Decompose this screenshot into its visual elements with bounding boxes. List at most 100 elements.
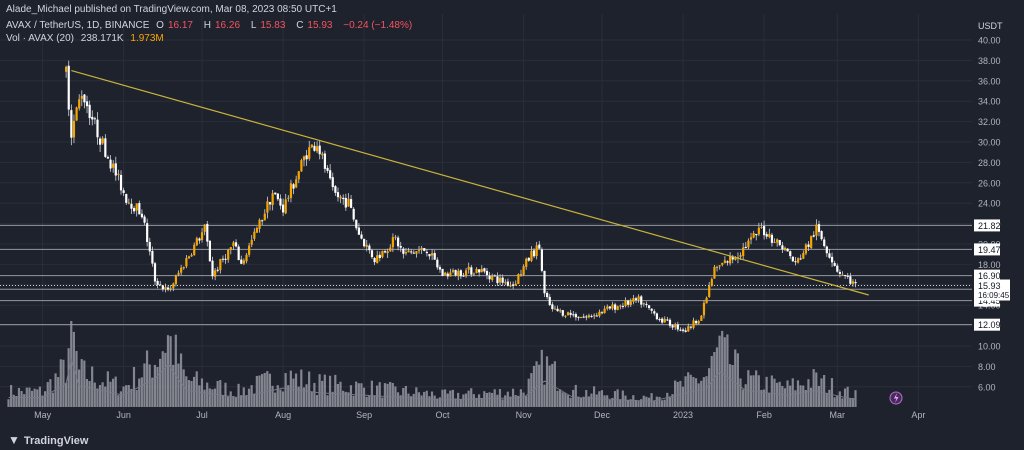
volume-bar [383,383,387,407]
descending-trendline [71,70,869,296]
candle-body [349,199,353,208]
candle [431,249,434,261]
volume-bar [595,394,598,407]
candle-body [611,304,614,309]
candle [621,302,625,309]
volume-bar [815,372,818,407]
candle [700,314,703,321]
candle [846,272,849,279]
volume-bar [836,395,839,407]
candle [404,247,408,256]
volume-bar [762,389,766,407]
candle-body [344,197,347,208]
volume-bar [336,383,339,407]
candle-body [823,239,826,247]
volume-bar [477,394,481,407]
volume-bar [775,382,779,407]
volume-bar [433,395,436,407]
volume-bar [564,393,567,407]
candle [551,301,554,312]
candle [491,273,494,282]
candle-body [80,95,83,99]
candle [778,239,781,247]
candle-body [729,256,732,264]
volume-bar [378,382,381,407]
volume-bar [760,389,763,407]
volume-bar [783,388,787,407]
candle-body [804,244,808,254]
volume-bar [297,386,300,407]
candle [472,272,476,277]
volume-bar [504,395,507,407]
candle [765,231,768,240]
symbol-text[interactable]: AVAX / TetherUS, 1D, BINANCE [6,20,150,31]
candle [211,256,214,280]
candle [326,165,329,174]
candle [535,241,538,260]
candle [381,250,384,259]
volume-bar [629,399,632,407]
volume-bar [592,386,596,407]
candle [83,94,86,109]
candle-body [705,297,708,304]
level-tag [974,243,1000,256]
candle [281,198,285,217]
candle-body [449,272,452,277]
volume-bar [566,395,570,407]
candle [799,254,802,261]
candle-body [770,234,774,243]
volume-bar [187,380,190,407]
time-tick-label: Oct [436,410,451,420]
candle-body [88,104,91,119]
candle [674,322,677,330]
tradingview-logo[interactable]: ▼ TradingView [8,433,88,447]
candle-body [276,193,279,200]
volume-bar [736,353,739,407]
candle-body [817,224,821,232]
volume-label[interactable]: Vol · AVAX (20) [6,33,74,44]
volume-bar [237,383,240,407]
volume-bar [245,395,248,407]
volume-bar [538,364,541,407]
volume-bar [459,399,462,407]
candle-countdown: 16:09:45 [978,291,1010,300]
candle-body [266,201,269,213]
candle [647,304,651,310]
volume-bar [177,363,180,407]
candle-body [420,247,423,250]
candle [485,268,489,280]
candle [817,220,821,237]
candle-body [454,269,457,276]
candle [496,272,499,286]
candle [830,252,834,268]
candle-body [512,284,515,286]
candle [794,256,797,266]
candle-body [352,208,355,220]
candle [159,281,162,286]
candle [538,240,541,249]
volume-bar [491,392,494,407]
candle [127,198,130,205]
candle [854,279,857,288]
candle [399,241,402,252]
candle-body [174,275,178,284]
volume-bar [331,391,334,407]
candle [78,94,81,111]
candle [493,274,496,277]
volume-bar [700,380,703,407]
candle-body [710,279,713,286]
level-tag-label: 14.45 [978,296,1001,306]
candle-body [532,250,536,257]
volume-bar [234,397,238,407]
volume-bar [75,350,78,407]
candle-body [548,296,551,305]
candle-body [441,268,444,276]
candle-body [368,245,371,251]
candle [527,257,530,262]
candle-body [734,258,737,260]
candle [687,323,690,332]
candle-body [195,238,198,246]
volume-bar [820,378,823,407]
